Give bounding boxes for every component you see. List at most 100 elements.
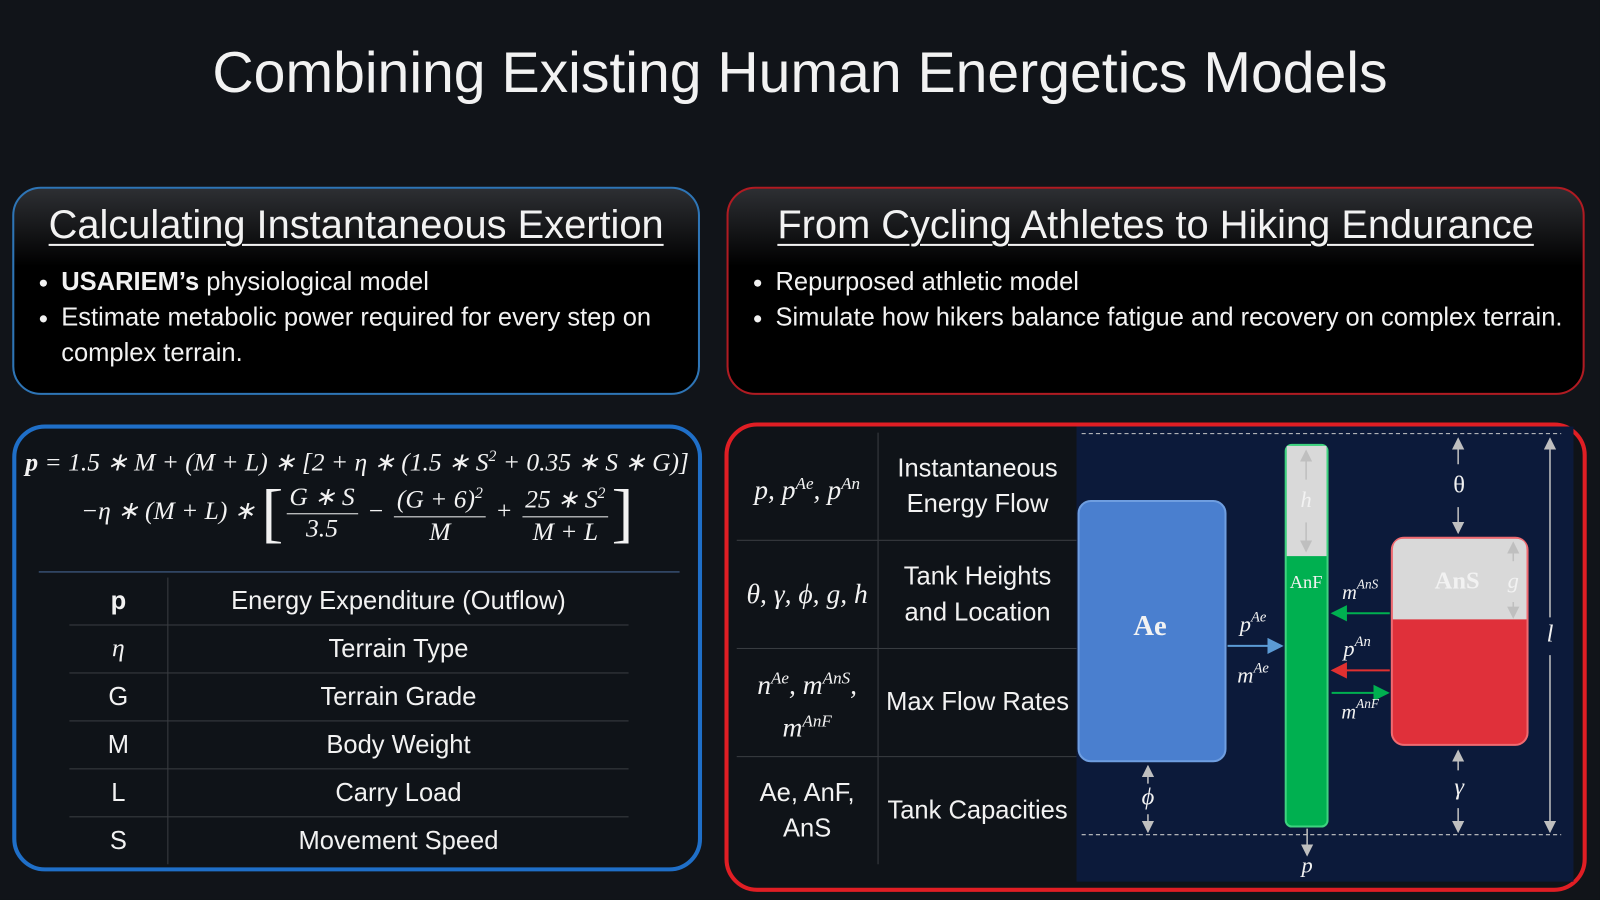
diagram-label: h [1301, 487, 1312, 512]
ae-tank [1077, 499, 1227, 763]
equation-box: p = 1.5 ∗ M + (M + L) ∗ [2 + η ∗ (1.5 ∗ … [12, 424, 703, 872]
table-row: nAe, mAnS, mAnF Max Flow Rates [736, 648, 1077, 758]
text-run: θ, γ, ϕ, g, h [746, 578, 868, 610]
diagram-label: pAe [1238, 610, 1267, 637]
numerator: (G + 6)2 [393, 479, 486, 518]
text-run: USARIEM’s [61, 267, 200, 296]
text-run: Estimate metabolic power required for ev… [61, 303, 652, 368]
diagram-label: γ [1454, 773, 1465, 800]
text-run: 25 ∗ S [525, 486, 598, 514]
label-base: m [1237, 663, 1253, 688]
text-run: , m [782, 668, 858, 743]
diagram-label: g [1508, 568, 1519, 593]
diagram-label: θ [1453, 471, 1465, 498]
symbol-cell: nAe, mAnS, mAnF [736, 648, 879, 758]
diagram-label: p [1300, 852, 1313, 877]
text-run: , p [813, 473, 842, 505]
text-run: Simulate how hikers balance fatigue and … [775, 303, 1563, 332]
text-run: p [25, 448, 39, 477]
variables-table: p Energy Expenditure (Outflow) η Terrain Ty… [69, 577, 629, 865]
label-base: m [1341, 701, 1356, 723]
symbol-cell: G [69, 672, 169, 722]
text-run: AnS [822, 667, 851, 688]
text-run: p, p [754, 473, 796, 505]
text-run: Repurposed athletic model [775, 267, 1079, 296]
table-row: θ, γ, ϕ, g, h Tank Heights and Location [736, 540, 1077, 649]
symbol-cell: M [69, 720, 169, 770]
description-cell: Body Weight [167, 720, 629, 770]
box-heading: Calculating Instantaneous Exertion [48, 203, 664, 247]
equation-line: p = 1.5 ∗ M + (M + L) ∗ [2 + η ∗ (1.5 ∗ … [16, 447, 698, 478]
dimension-arrows [1141, 437, 1557, 857]
table-row: η Terrain Type [69, 624, 629, 674]
description-cell: Movement Speed [298, 826, 499, 855]
label-base: m [1342, 582, 1357, 604]
diagram-label: l [1547, 620, 1554, 647]
label-superscript: Ae [1250, 610, 1267, 626]
diagram-label: ϕ [1142, 784, 1155, 811]
label-superscript: An [1354, 634, 1371, 650]
denominator: M [426, 517, 453, 548]
table-row: S Movement Speed [69, 816, 628, 865]
text-run: M + L [532, 518, 599, 546]
text-run: An [841, 472, 861, 493]
table-row: p, pAe, pAn Instantaneous Energy Flow [736, 432, 1077, 541]
label-superscript: AnF [1355, 696, 1380, 711]
description-cell: Max Flow Rates [878, 648, 1077, 758]
table-row: L Carry Load [69, 768, 629, 818]
diagram-label: mAnF [1341, 696, 1379, 723]
label-superscript: AnS [1356, 577, 1379, 592]
exertion-box: Calculating Instantaneous Exertion USARI… [12, 186, 700, 395]
text-run: + 0.35 ∗ S ∗ G)] [496, 448, 689, 477]
description-cell: Tank Capacities [887, 795, 1068, 825]
bullet: Estimate metabolic power required for ev… [61, 300, 679, 371]
symbol-cell: η [69, 624, 169, 674]
text-run: = 1.5 ∗ M + (M + L) ∗ [2 + η ∗ (1.5 ∗ S [38, 448, 489, 477]
label-base: p [1238, 612, 1251, 637]
table-row: G Terrain Grade [69, 672, 629, 722]
bullet: Simulate how hikers balance fatigue and … [776, 300, 1565, 336]
text-run: , m [788, 668, 823, 700]
numerator: 25 ∗ S2 [522, 479, 609, 518]
diagram-label: AnF [1290, 572, 1323, 592]
table-row: Ae, AnF, AnS Tank Capacities [736, 756, 1077, 865]
bullet-list: Repurposed athletic model Simulate how hi… [747, 264, 1564, 335]
symbol-cell: L [69, 768, 169, 818]
diagram-label: Ae [1133, 611, 1166, 642]
text-run: 2 [597, 485, 606, 503]
description-cell: Energy Expenditure (Outflow) [167, 577, 629, 626]
tank-table: p, pAe, pAn Instantaneous Energy Flow θ, γ… [736, 432, 1077, 865]
bracket: [ [261, 476, 284, 549]
symbol-cell: p, pAe, pAn [736, 432, 879, 541]
symbol-cell: Ae, AnF, AnS [736, 756, 879, 865]
ans-tank-empty [1392, 538, 1527, 620]
text-run: 3.5 [306, 514, 338, 543]
description-cell: Instantaneous Energy Flow [878, 432, 1077, 541]
text-run: + [489, 497, 520, 526]
text-run: 2 [488, 447, 497, 465]
equation-line: −η ∗ (M + L) ∗ [G ∗ S 3.5 − (G + 6)2 M + 2… [16, 476, 698, 552]
text-run: 2 [475, 485, 483, 503]
text-run: Ae, AnF, AnS [759, 778, 855, 843]
separator [38, 571, 680, 573]
description-cell: Terrain Type [167, 624, 629, 674]
description-cell: Terrain Grade [167, 672, 629, 722]
description-cell: Carry Load [167, 768, 629, 818]
text-run: physiological model [199, 267, 429, 296]
slide-title: Combining Existing Human Energetics Mode… [212, 39, 1388, 105]
text-run: −η ∗ (M + L) ∗ [80, 497, 262, 526]
symbol-cell: p [69, 577, 169, 626]
text-run: Ae [795, 472, 814, 493]
symbol-cell: θ, γ, ϕ, g, h [736, 540, 879, 649]
diagram-label: AnS [1435, 567, 1480, 594]
table-row: p Energy Expenditure (Outflow) [69, 577, 629, 626]
label-superscript: Ae [1252, 661, 1269, 677]
endurance-box: From Cycling Athletes to Hiking Enduranc… [726, 186, 1585, 395]
description-cell: Tank Heights and Location [878, 540, 1077, 649]
diagram-label: pAn [1341, 634, 1370, 661]
denominator: 3.5 [303, 514, 341, 545]
fraction: G ∗ S 3.5 [286, 482, 358, 545]
text-run: − [360, 497, 391, 526]
denominator: M + L [530, 517, 602, 548]
